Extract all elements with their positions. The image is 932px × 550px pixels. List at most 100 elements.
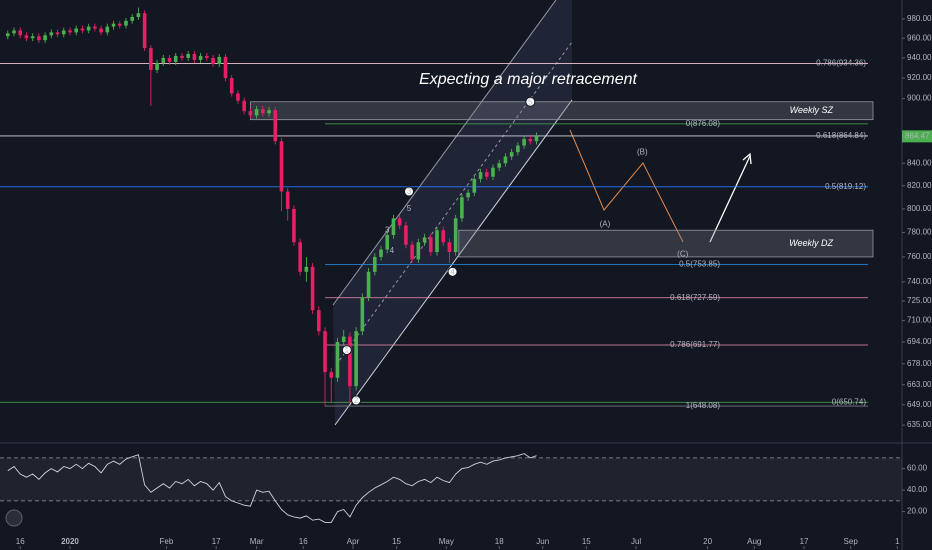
candle-body [155,62,159,70]
x-tick-label: 16 [16,537,25,546]
fib-label: 0.786(934.36) [816,59,866,68]
zone-label: Weekly DZ [789,238,833,248]
x-tick-label: 15 [392,537,401,546]
y-tick-label: 920.00 [907,73,932,82]
candle-body [186,53,190,58]
rsi-line [7,453,537,523]
fib-label: 0.618(864.84) [816,131,866,140]
arrow-head [742,152,752,165]
candle-body [68,30,72,33]
candle-body [167,57,172,62]
y-tick-label: 960.00 [907,33,932,42]
last-price-label: 864.47 [905,131,930,140]
y-tick-label: 694.00 [907,337,932,346]
candle-body [86,26,91,31]
candle-body [223,56,228,79]
candle-body [285,191,290,209]
rsi-y-tick-label: 20.00 [907,507,928,516]
wave-marker [341,345,352,356]
candle-body [534,136,539,142]
y-tick-label: 740.00 [907,277,932,286]
candle-body [49,32,54,36]
candle-body [242,100,246,112]
candle-body [503,156,508,164]
x-tick-label: Feb [160,537,174,546]
x-tick-label: 17 [800,537,809,546]
candle-body [292,208,296,243]
y-tick-label: 649.00 [907,400,932,409]
candle-body [273,110,278,142]
candle-body [366,271,371,298]
candle-body [422,237,427,243]
wave-label: 4 [450,267,455,276]
wave-label: (A) [600,219,611,228]
candle-body [205,55,209,58]
candle-body [410,244,414,260]
x-tick-label: Jul [631,537,641,546]
y-tick-label: 780.00 [907,228,932,237]
logo [5,509,23,527]
candle-body [136,13,141,18]
candle-body [453,218,458,253]
candle-body [12,30,16,34]
wave-label: 5 [407,204,412,213]
candle-body [372,256,377,272]
candle-body [317,310,321,332]
candle-body [111,23,116,27]
channel-lower [334,99,573,426]
wave-label: (C) [677,250,688,259]
candle-body [360,297,365,332]
candle-body [24,35,29,39]
candle-body [416,242,421,260]
candle-body [30,36,35,39]
channel-fill [333,0,572,425]
wave-label: 1 [345,346,350,355]
wave-marker [525,96,536,107]
wave-label: (B) [637,147,648,156]
candle-body [142,13,147,49]
channel-middle [335,41,573,366]
candle-body [61,30,66,35]
candle-body [391,218,396,236]
candle-body [267,110,271,114]
candle-body [161,57,166,63]
x-tick-label: Aug [747,537,761,546]
fib-label: 0(876.08) [686,119,721,128]
zone [249,101,874,121]
candle-body [341,336,346,342]
y-tick-label: 710.00 [907,316,932,325]
candle-body [192,53,197,60]
candle-body [335,341,340,378]
candle-body [149,48,153,70]
candle-body [279,141,284,192]
candle-body [329,372,334,378]
candle-body [435,230,439,253]
x-tick-label: 18 [495,537,504,546]
rsi-y-tick-label: 40.00 [907,485,928,494]
candle-body [516,145,520,153]
candle-body [310,266,315,311]
x-tick-label: Apr [347,537,360,546]
channel-upper [332,0,557,306]
candle-body [379,249,383,257]
fib-label: 0.618(727.59) [670,293,720,302]
y-tick-label: 980.00 [907,14,932,23]
x-tick-label: 16 [299,537,308,546]
candle-body [18,30,23,36]
candle-body [37,36,41,41]
candle-body [43,35,47,41]
candle-body [80,28,85,31]
candle-body [348,336,352,387]
candle-body [117,23,122,26]
candle-body [74,28,79,33]
candle-body [211,57,215,64]
candle-body [354,331,358,387]
wave-marker [404,186,415,197]
candle-body [466,192,470,198]
candle-body [304,266,309,272]
y-tick-label: 725.00 [907,296,932,305]
fib-label: 0.5(819.12) [825,182,866,191]
candle-body [130,17,134,21]
